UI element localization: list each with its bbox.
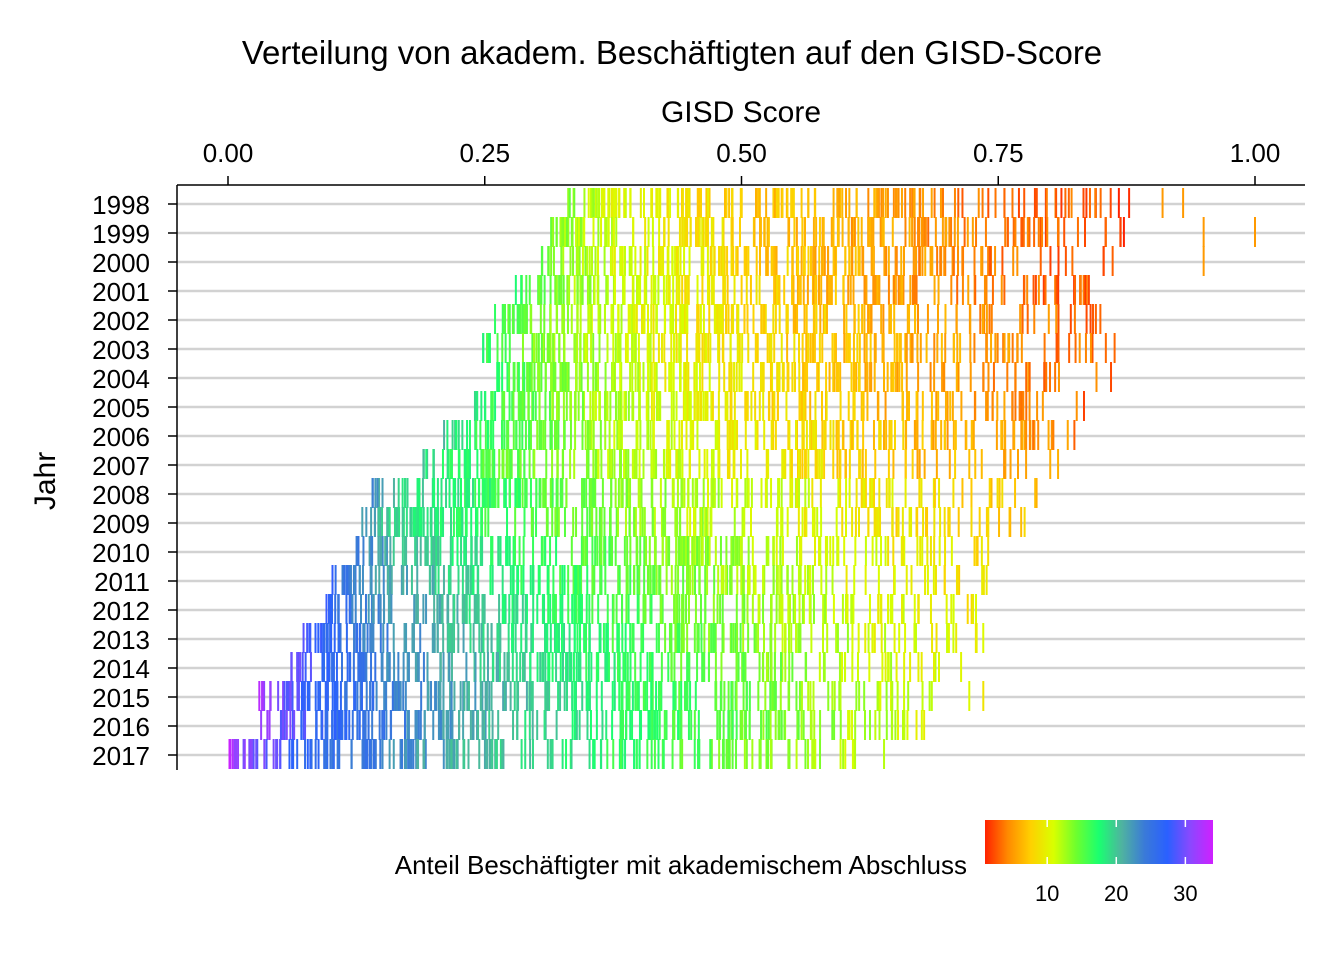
- y-tick-label: 2000: [92, 248, 150, 278]
- row-2003: [482, 333, 1116, 363]
- y-tick-label: 2007: [92, 451, 150, 481]
- x-tick-label: 0.50: [716, 138, 767, 168]
- y-tick-label: 2001: [92, 277, 150, 307]
- row-2008: [371, 478, 1038, 508]
- row-2014: [290, 652, 963, 682]
- x-tick-label: 0.25: [459, 138, 510, 168]
- row-2011: [331, 565, 988, 595]
- y-tick-label: 2011: [94, 567, 150, 597]
- row-2016: [260, 710, 926, 740]
- y-tick-label: 2008: [92, 480, 150, 510]
- y-tick-label: 2012: [92, 596, 150, 626]
- row-2005: [473, 391, 1085, 421]
- legend-tick-label: 30: [1173, 881, 1197, 906]
- y-tick-label: 2009: [92, 509, 150, 539]
- y-tick-label: 2004: [92, 364, 150, 394]
- y-tick-label: 2015: [92, 683, 150, 713]
- row-2002: [494, 304, 1102, 334]
- x-tick-label: 0.75: [973, 138, 1024, 168]
- x-tick-label: 0.00: [203, 138, 254, 168]
- row-1998: [567, 188, 1185, 218]
- y-tick-label: 1998: [92, 190, 150, 220]
- y-tick-label: 2016: [92, 712, 150, 742]
- y-tick-label: 2010: [92, 538, 150, 568]
- y-axis-title: Jahr: [29, 452, 62, 510]
- legend-tick-label: 20: [1104, 881, 1128, 906]
- row-2017: [228, 739, 886, 769]
- data-marks: [228, 188, 1256, 769]
- axes: 0.00 0.25 0.50 0.75 1.00 19981999200020012002…: [92, 138, 1305, 771]
- row-1999: [550, 217, 1256, 247]
- y-tick-label: 2002: [92, 306, 150, 336]
- row-2015: [258, 681, 985, 711]
- y-tick-label: 2006: [92, 422, 150, 452]
- y-tick-label: 1999: [92, 219, 150, 249]
- row-2010: [355, 536, 990, 566]
- legend-colorbar: [985, 820, 1213, 864]
- row-2004: [496, 362, 1113, 392]
- legend-tick-label: 10: [1035, 881, 1059, 906]
- row-2013: [302, 623, 985, 653]
- y-tick-label: 2014: [92, 654, 150, 684]
- y-tick-label: 2017: [92, 741, 150, 771]
- chart-title: Verteilung von akadem. Beschäftigten auf…: [242, 34, 1102, 71]
- legend: Anteil Beschäftigter mit akademischem Ab…: [395, 820, 1213, 906]
- x-axis-title: GISD Score: [661, 96, 821, 129]
- legend-title: Anteil Beschäftigter mit akademischem Ab…: [395, 850, 967, 880]
- row-2009: [361, 507, 1026, 537]
- row-2000: [540, 246, 1205, 276]
- y-tick-label: 2003: [92, 335, 150, 365]
- y-tick-label: 2005: [92, 393, 150, 423]
- row-2001: [514, 275, 1090, 305]
- row-2007: [422, 449, 1060, 479]
- row-2012: [325, 594, 978, 624]
- y-tick-label: 2013: [92, 625, 150, 655]
- x-tick-label: 1.00: [1230, 138, 1281, 168]
- row-2006: [443, 420, 1076, 450]
